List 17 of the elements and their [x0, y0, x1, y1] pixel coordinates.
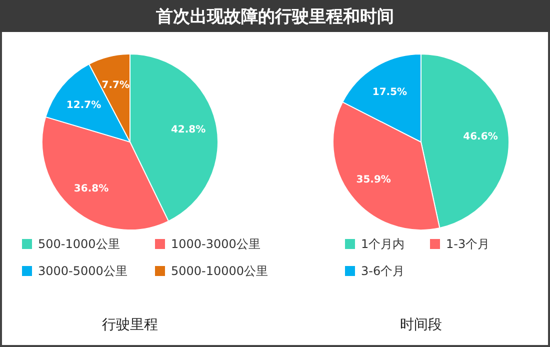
text: 行驶里程: [102, 317, 158, 333]
legend-label: 1-3个月: [446, 237, 490, 251]
legend-label: 1个月内: [361, 237, 405, 251]
legend-label: 1000-3000公里: [171, 237, 260, 251]
data-label: 36.8%: [74, 184, 109, 195]
text: 时间段: [400, 317, 442, 333]
data-label: 35.9%: [356, 174, 391, 186]
legend-label: 500-1000公里: [38, 237, 120, 251]
chart-title: 首次出现故障的行驶里程和时间: [155, 7, 394, 27]
data-label: 12.7%: [66, 100, 102, 111]
data-label: 17.5%: [372, 86, 408, 98]
legend-label: 3-6个月: [361, 264, 405, 278]
data-label: 7.7%: [102, 80, 130, 91]
data-label: 46.6%: [463, 132, 498, 143]
legend-label: 3000-5000公里: [38, 264, 128, 278]
legend-label: 5000-10000公里: [171, 264, 268, 278]
data-label: 42.8%: [170, 124, 206, 136]
